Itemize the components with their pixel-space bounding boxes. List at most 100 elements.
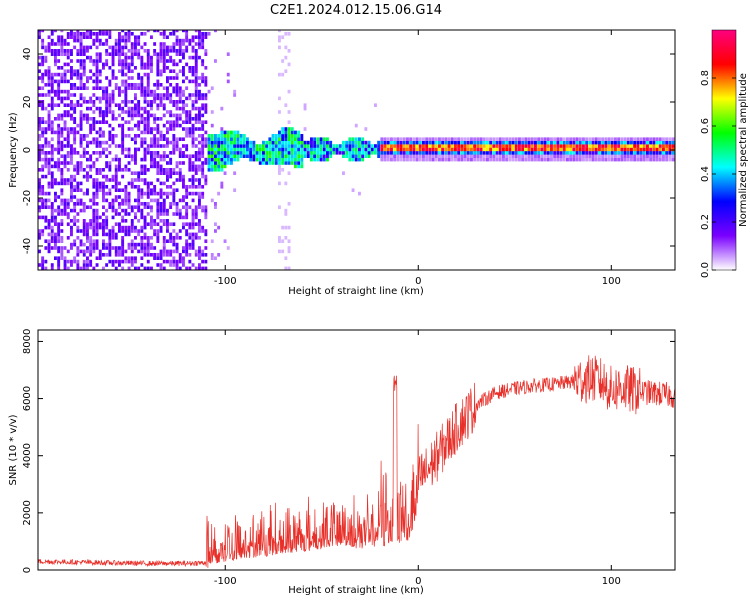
heatmap-cell (73, 195, 77, 199)
heatmap-cell (73, 45, 77, 50)
heatmap-cell (102, 239, 105, 243)
heatmap-cell (98, 154, 102, 158)
heatmap-cell (178, 52, 182, 56)
heatmap-cell (118, 161, 121, 165)
heatmap-cell (204, 76, 208, 80)
heatmap-cell (111, 205, 115, 209)
heatmap-cell (242, 134, 246, 138)
heatmap-cell (303, 106, 307, 111)
heatmap-cell (159, 55, 163, 60)
heatmap-cell (220, 130, 224, 135)
heatmap-cell (201, 164, 205, 169)
heatmap-cell (41, 229, 45, 233)
heatmap-cell (159, 144, 163, 148)
heatmap-cell (191, 127, 195, 131)
heatmap-cell (326, 144, 329, 148)
heatmap-cell (63, 208, 67, 213)
heatmap-cell (172, 229, 176, 233)
heatmap-cell (428, 140, 432, 145)
heatmap-cell (89, 130, 93, 135)
heatmap-cell (498, 151, 502, 155)
heatmap-cell (73, 219, 77, 223)
heatmap-cell (146, 49, 150, 53)
heatmap-cell (38, 62, 41, 67)
heatmap-cell (60, 208, 64, 213)
heatmap-cell (166, 225, 169, 230)
heatmap-cell (79, 266, 83, 270)
heatmap-cell (143, 168, 147, 172)
heatmap-cell (121, 188, 125, 192)
heatmap-cell (415, 151, 419, 155)
heatmap-cell (530, 140, 534, 145)
heatmap-cell (262, 157, 265, 162)
heatmap-cell (150, 35, 153, 39)
heatmap-cell (146, 127, 150, 131)
heatmap-cell (121, 127, 125, 131)
heatmap-cell (92, 161, 96, 165)
heatmap-cell (95, 229, 99, 233)
heatmap-cell (127, 232, 131, 237)
heatmap-cell (310, 157, 313, 162)
heatmap-cell (172, 249, 176, 254)
heatmap-cell (105, 42, 109, 46)
heatmap-cell (220, 147, 224, 152)
heatmap-cell (169, 76, 173, 80)
heatmap-cell (153, 96, 157, 101)
heatmap-cell (217, 151, 221, 155)
heatmap-cell (354, 140, 358, 145)
heatmap-cell (617, 147, 621, 152)
heatmap-cell (66, 168, 70, 172)
heatmap-cell (268, 151, 272, 155)
heatmap-cell (70, 127, 73, 131)
heatmap-cell (60, 191, 64, 196)
heatmap-cell (162, 242, 166, 247)
heatmap-cell (60, 130, 64, 135)
heatmap-cell (178, 259, 182, 264)
heatmap-cell (92, 72, 96, 77)
heatmap-cell (50, 263, 54, 267)
heatmap-cell (191, 49, 195, 53)
heatmap-cell (137, 242, 141, 247)
heatmap-cell (70, 66, 73, 70)
heatmap-cell (54, 242, 57, 247)
heatmap-cell (92, 202, 96, 206)
heatmap-cell (150, 225, 153, 230)
heatmap-cell (150, 130, 153, 135)
heatmap-cell (271, 151, 275, 155)
heatmap-cell (182, 49, 185, 53)
heatmap-cell (530, 151, 534, 155)
heatmap-cell (444, 140, 448, 145)
heatmap-cell (50, 151, 54, 155)
heatmap-cell (434, 151, 438, 155)
heatmap-cell (626, 154, 630, 158)
heatmap-cell (182, 100, 185, 104)
heatmap-cell (178, 45, 182, 50)
heatmap-cell (172, 59, 176, 63)
heatmap-cell (95, 256, 99, 260)
heatmap-cell (470, 144, 473, 148)
heatmap-cell (47, 45, 51, 50)
heatmap-cell (521, 147, 525, 152)
heatmap-cell (137, 106, 141, 111)
heatmap-cell (194, 249, 198, 254)
heatmap-cell (89, 45, 93, 50)
heatmap-cell (66, 35, 70, 39)
heatmap-cell (172, 202, 176, 206)
heatmap-cell (518, 157, 521, 162)
heatmap-cell (159, 137, 163, 141)
heatmap-cell (198, 151, 201, 155)
heatmap-cell (54, 59, 57, 63)
heatmap-cell (105, 225, 109, 230)
heatmap-cell (57, 208, 61, 213)
heatmap-cell (143, 96, 147, 101)
heatmap-cell (130, 263, 134, 267)
colorbar-label: Normalized spectral amplitude (738, 73, 749, 227)
heatmap-cell (50, 76, 54, 80)
heatmap-cell (265, 140, 269, 145)
heatmap-cell (636, 137, 640, 141)
heatmap-cell (73, 120, 77, 124)
heatmap-cell (217, 168, 221, 172)
heatmap-cell (108, 35, 112, 39)
heatmap-cell (108, 100, 112, 104)
